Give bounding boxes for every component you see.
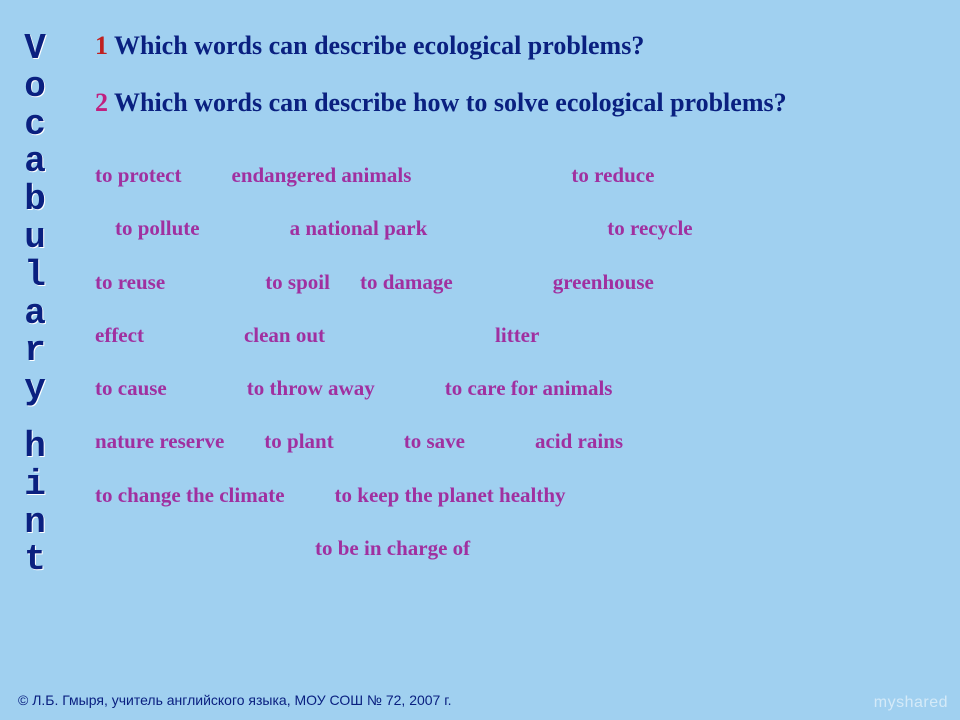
question-1: 1Which words can describe ecological pro… [95, 28, 920, 63]
vertical-title: Vocabularyhint [10, 30, 60, 579]
vocab-word: endangered animals [232, 152, 412, 199]
word-row: nature reserve to plant to save acid rains [95, 418, 920, 465]
q2-text: Which words can describe how to solve ec… [114, 88, 787, 117]
word-row: to cause to throw away to care for animals [95, 365, 920, 412]
vertical-title-letter: V [24, 30, 46, 68]
word-row: to change the climate to keep the planet … [95, 472, 920, 519]
vocab-word: to reduce [571, 152, 654, 199]
vocab-word: acid rains [535, 418, 623, 465]
question-2: 2Which words can describe how to solve e… [95, 85, 920, 120]
vertical-title-letter: a [24, 295, 46, 333]
vertical-title-letter: h [24, 428, 46, 466]
q1-text: Which words can describe ecological prob… [114, 31, 644, 60]
vocab-word: to plant [264, 418, 333, 465]
vertical-title-letter: n [24, 504, 46, 542]
vertical-title-letter: b [24, 181, 46, 219]
vocab-word: to change the climate [95, 472, 285, 519]
q1-number: 1 [95, 31, 108, 60]
slide-content: 1Which words can describe ecological pro… [95, 28, 920, 578]
vertical-title-letter: u [24, 219, 46, 257]
copyright-footer: © Л.Б. Гмыря, учитель английского языка,… [18, 692, 452, 708]
vertical-title-letter: l [24, 257, 46, 295]
vocab-word: to cause [95, 365, 167, 412]
word-row: to reuse to spoil to damage greenhouse [95, 259, 920, 306]
vertical-title-letter: r [24, 332, 46, 370]
vocab-word: a national park [290, 205, 428, 252]
vocab-word: to throw away [247, 365, 375, 412]
vocab-word: greenhouse [553, 259, 654, 306]
q2-number: 2 [95, 88, 108, 117]
watermark: myshared [874, 694, 948, 712]
vocab-word: to pollute [115, 205, 200, 252]
vertical-title-letter: i [24, 466, 46, 504]
vocab-word: to be in charge of [315, 525, 470, 572]
vocab-word: nature reserve [95, 418, 224, 465]
word-row: to be in charge of [95, 525, 920, 572]
word-row: to pollute a national park to recycle [95, 205, 920, 252]
vocabulary-word-cloud: to protectendangered animalsto reduceto … [95, 152, 920, 572]
vocab-word: to spoil [265, 259, 330, 306]
vertical-title-letter: o [24, 68, 46, 106]
vertical-title-letter: t [24, 541, 46, 579]
vocab-word: clean out [244, 312, 325, 359]
vocab-word: to recycle [607, 205, 692, 252]
vocab-word: litter [495, 312, 539, 359]
vocab-word: to damage [360, 259, 453, 306]
vocab-word: to protect [95, 152, 182, 199]
vocab-word: to keep the planet healthy [335, 472, 566, 519]
vocab-word: to save [404, 418, 465, 465]
vocab-word: effect [95, 312, 144, 359]
vertical-title-letter: y [24, 370, 46, 408]
word-row: to protect endangered animals to reduce [95, 152, 920, 199]
word-row: effect clean out litter [95, 312, 920, 359]
vertical-title-letter: c [24, 106, 46, 144]
vertical-title-letter: a [24, 143, 46, 181]
vocab-word: to reuse [95, 259, 165, 306]
vocab-word: to care for animals [445, 365, 613, 412]
